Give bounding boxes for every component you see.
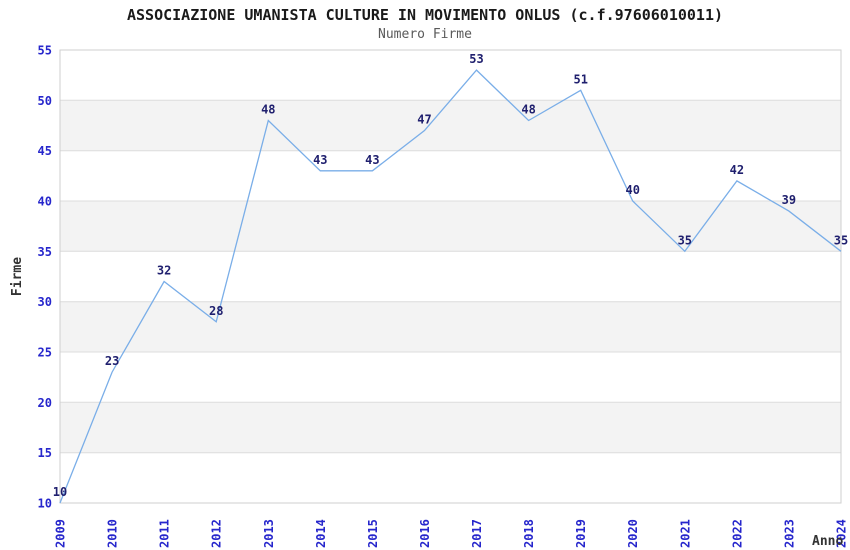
x-tick-label: 2019 [574, 519, 588, 548]
x-tick-label: 2022 [730, 519, 744, 548]
plot-band [60, 201, 841, 252]
data-label: 43 [313, 153, 327, 167]
x-tick-label: 2020 [626, 519, 640, 548]
y-tick-label: 20 [38, 396, 52, 410]
data-label: 23 [105, 354, 119, 368]
y-tick-label: 15 [38, 446, 52, 460]
data-label: 28 [209, 304, 223, 318]
data-label: 48 [521, 103, 535, 117]
x-tick-label: 2011 [158, 519, 172, 548]
data-label: 51 [573, 72, 587, 86]
data-label: 35 [834, 233, 848, 247]
data-label: 40 [625, 183, 639, 197]
chart-title: ASSOCIAZIONE UMANISTA CULTURE IN MOVIMEN… [126, 6, 724, 24]
data-label: 53 [469, 52, 483, 66]
chart-subtitle: Numero Firme [378, 27, 472, 42]
y-tick-label: 30 [38, 295, 52, 309]
plot-frame [59, 49, 842, 504]
y-tick-label: 50 [38, 94, 52, 108]
y-axis-title: Firme [10, 257, 25, 296]
x-tick-label: 2009 [54, 519, 68, 548]
y-tick-label: 10 [38, 497, 52, 511]
y-tick-label: 55 [38, 44, 52, 58]
x-tick-label: 2012 [210, 519, 224, 548]
x-tick-label: 2023 [782, 519, 796, 548]
series-line [59, 69, 842, 504]
data-label: 42 [730, 163, 744, 177]
plot-band [60, 301, 841, 352]
x-tick-label: 2024 [835, 519, 849, 548]
y-tick-label: 25 [38, 346, 52, 360]
y-tick-label: 40 [38, 195, 52, 209]
data-label: 35 [678, 233, 692, 247]
x-tick-label: 2013 [262, 519, 276, 548]
x-tick-label: 2017 [470, 519, 484, 548]
x-axis-title: Anno [812, 534, 843, 549]
data-label: 47 [417, 113, 431, 127]
data-label: 48 [261, 103, 275, 117]
plot-band [60, 100, 841, 151]
data-label: 39 [782, 193, 796, 207]
y-tick-label: 45 [38, 144, 52, 158]
data-label: 43 [365, 153, 379, 167]
data-label: 32 [157, 264, 171, 278]
x-tick-label: 2014 [314, 519, 328, 548]
y-tick-label: 35 [38, 245, 52, 259]
x-tick-label: 2018 [522, 519, 536, 548]
x-tick-label: 2015 [366, 519, 380, 548]
x-tick-label: 2021 [678, 519, 692, 548]
data-label: 10 [53, 485, 67, 499]
x-tick-label: 2010 [106, 519, 120, 548]
x-tick-label: 2016 [418, 519, 432, 548]
plot-band [60, 402, 841, 453]
